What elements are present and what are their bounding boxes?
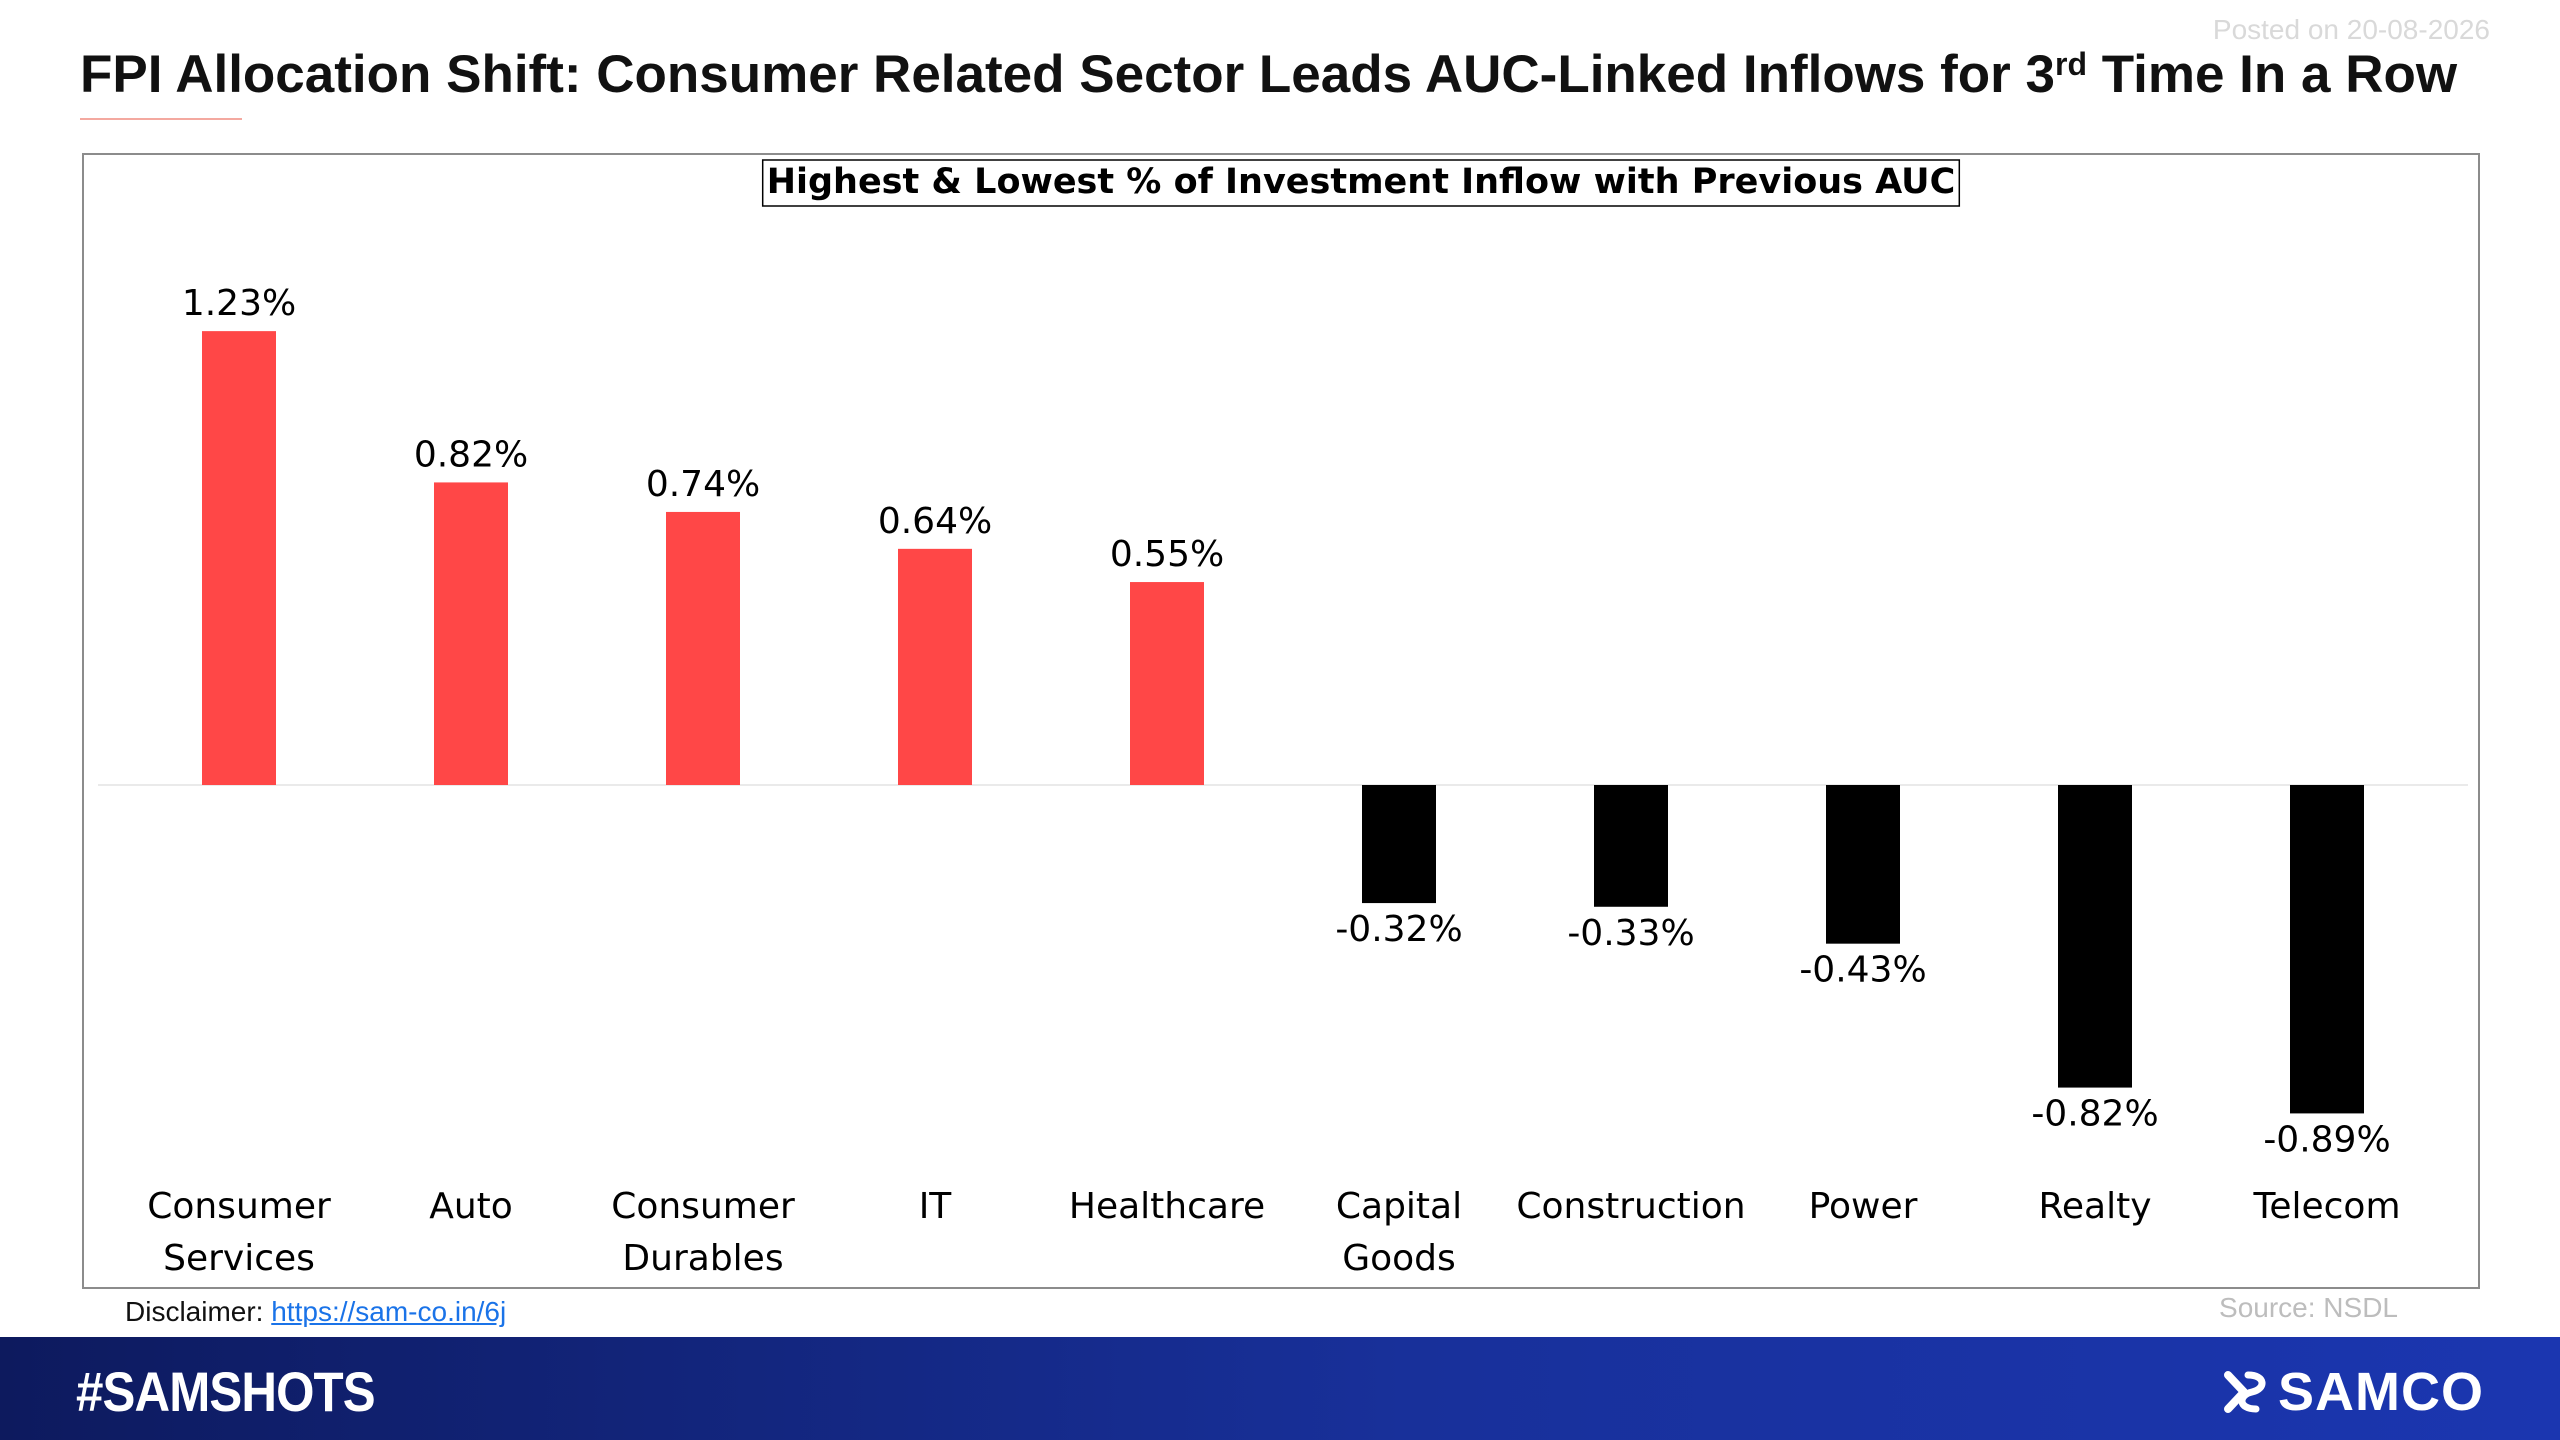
bar-9 [2290, 785, 2364, 1114]
bar-3 [898, 548, 972, 785]
data-label-1: 0.82% [414, 434, 528, 475]
category-label-1: Auto [429, 1186, 513, 1227]
data-label-9: -0.89% [2263, 1119, 2390, 1160]
data-label-3: 0.64% [878, 501, 992, 542]
data-label-6: -0.33% [1567, 913, 1694, 954]
bar-5 [1362, 785, 1436, 904]
data-label-2: 0.74% [646, 464, 760, 505]
page-title-end: Time In a Row [2086, 45, 2458, 104]
disclaimer-link[interactable]: https://sam-co.in/6j [271, 1296, 507, 1327]
footer-bar: #SAMSHOTS SAMCO [0, 1337, 2560, 1440]
chart-frame: Highest & Lowest % of Investment Inflow … [82, 153, 2480, 1289]
category-label-5-line-1: Goods [1342, 1238, 1456, 1279]
category-label-2-line-0: Consumer [611, 1186, 795, 1227]
category-label-7: Power [1809, 1186, 1918, 1227]
category-label-4: Healthcare [1069, 1186, 1265, 1227]
data-label-4: 0.55% [1110, 534, 1224, 575]
bar-6 [1594, 785, 1668, 907]
data-label-7: -0.43% [1799, 950, 1926, 991]
chart-title-box [761, 159, 1961, 207]
category-label-5-line-0: Capital [1336, 1186, 1462, 1227]
title-underline [80, 118, 242, 120]
chart-title: Highest & Lowest % of Investment Inflow … [767, 162, 1956, 202]
bar-8 [2058, 785, 2132, 1088]
page-title: FPI Allocation Shift: Consumer Related S… [80, 44, 2500, 105]
data-label-5: -0.32% [1335, 909, 1462, 950]
source-note: Source: NSDL [2219, 1292, 2398, 1323]
data-label-0: 1.23% [182, 283, 296, 324]
posted-date: Posted on 20-08-2026 [2212, 14, 2490, 45]
hashtag-label: #SAMSHOTS [76, 1360, 376, 1423]
category-label-6: Construction [1516, 1186, 1745, 1227]
bar-0 [202, 331, 276, 785]
category-label-9: Telecom [2252, 1186, 2400, 1227]
category-label-2-line-1: Durables [622, 1238, 783, 1279]
category-label-3: IT [919, 1186, 953, 1227]
category-label-8: Realty [2038, 1186, 2151, 1227]
bar-4 [1130, 582, 1204, 785]
disclaimer-label: Disclaimer: [125, 1296, 272, 1327]
bar-2 [666, 511, 740, 785]
category-label-0-line-0: Consumer [147, 1186, 331, 1227]
bar-7 [1826, 785, 1900, 944]
page-title-main: FPI Allocation Shift: Consumer Related S… [80, 45, 2055, 104]
brand-logo: SAMCO [2222, 1361, 2484, 1423]
bar-chart: Highest & Lowest % of Investment Inflow … [98, 159, 2468, 1279]
samco-logo-icon [2224, 1371, 2266, 1413]
page-title-superscript: rd [2054, 46, 2087, 82]
bar-1 [434, 482, 508, 785]
data-label-8: -0.82% [2031, 1094, 2158, 1135]
brand-name: SAMCO [2278, 1362, 2484, 1422]
category-label-0-line-1: Services [163, 1238, 315, 1279]
disclaimer: Disclaimer: https://sam-co.in/6j [125, 1296, 506, 1328]
